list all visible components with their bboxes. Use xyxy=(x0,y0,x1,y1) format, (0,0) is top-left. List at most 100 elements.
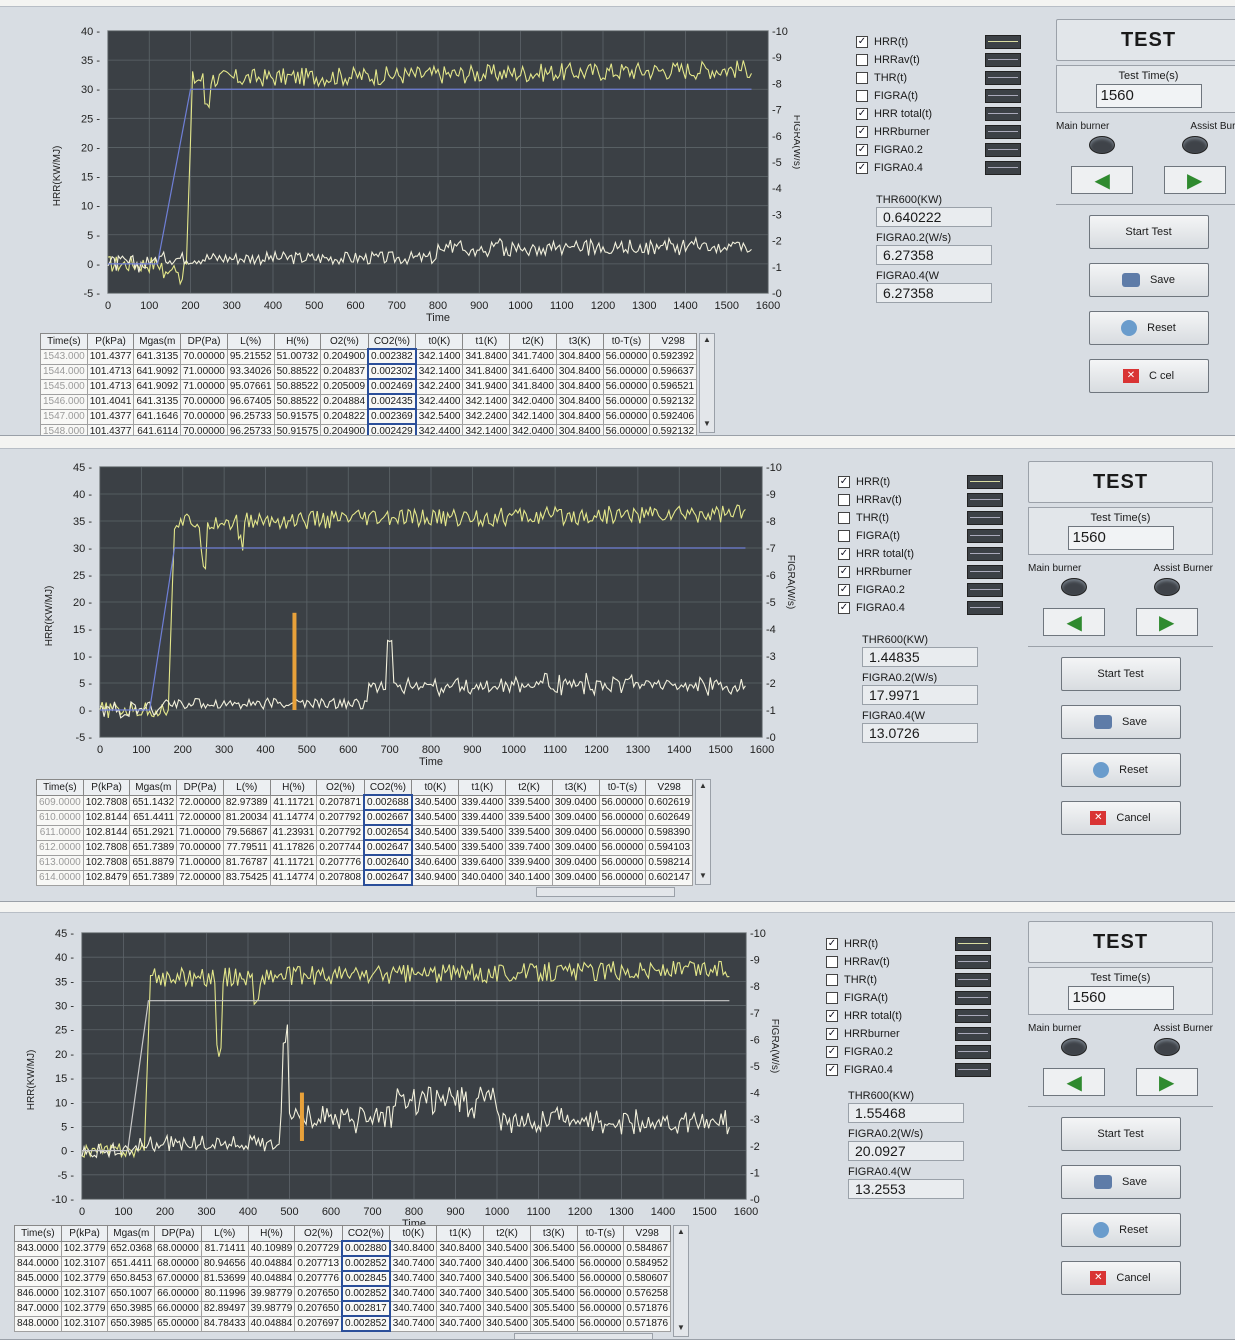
table-cell[interactable]: 56.00000 xyxy=(576,1315,625,1332)
table-column-header[interactable]: t2(K) xyxy=(509,333,557,350)
table-cell[interactable]: 340.5400 xyxy=(411,794,460,811)
table-cell[interactable]: 84.78433 xyxy=(200,1315,249,1332)
start-test-button[interactable]: Start Test xyxy=(1060,657,1181,691)
table-cell[interactable]: 306.5400 xyxy=(529,1240,578,1257)
table-cell[interactable]: 56.00000 xyxy=(576,1285,625,1302)
table-cell[interactable]: 342.1400 xyxy=(462,423,511,435)
table-cell[interactable]: 304.8400 xyxy=(555,408,604,425)
table-cell[interactable]: 102.7808 xyxy=(82,794,131,811)
table-cell[interactable]: 65.00000 xyxy=(154,1315,202,1332)
table-cell[interactable]: 40.10989 xyxy=(247,1240,296,1257)
table-horizontal-scrollbar[interactable] xyxy=(536,887,675,897)
table-column-header[interactable]: t0(K) xyxy=(411,779,460,796)
legend-checkbox[interactable]: ✓ xyxy=(856,36,868,48)
table-cell[interactable]: 70.00000 xyxy=(180,393,228,410)
legend-checkbox[interactable]: ✓ xyxy=(856,144,868,156)
table-column-header[interactable]: Mgas(m xyxy=(133,333,182,350)
table-cell[interactable]: 95.07661 xyxy=(226,378,275,395)
table-column-header[interactable]: P(kPa) xyxy=(60,1225,109,1242)
table-column-header[interactable]: t1(K) xyxy=(458,779,507,796)
table-column-header[interactable]: CO2(%) xyxy=(341,1225,391,1242)
table-cell[interactable]: 340.7400 xyxy=(436,1300,485,1317)
table-cell[interactable]: 0.207697 xyxy=(294,1315,343,1332)
table-cell[interactable]: 0.596637 xyxy=(649,363,698,380)
table-cell[interactable]: 51.00732 xyxy=(273,348,322,365)
table-cell[interactable]: 340.5400 xyxy=(483,1270,531,1287)
table-cell[interactable]: 0.602147 xyxy=(645,869,694,886)
table-column-header[interactable]: t1(K) xyxy=(436,1225,485,1242)
table-cell[interactable]: 95.21552 xyxy=(226,348,275,365)
legend-checkbox[interactable]: ✓ xyxy=(826,938,838,950)
legend-checkbox[interactable]: ✓ xyxy=(856,108,868,120)
table-cell[interactable]: 0.602619 xyxy=(645,794,694,811)
table-cell[interactable]: 81.76787 xyxy=(222,854,271,871)
legend-checkbox[interactable]: ✓ xyxy=(838,602,850,614)
legend-row[interactable]: ✓ FIGRA0.4 xyxy=(838,599,1003,617)
table-cell[interactable]: 304.8400 xyxy=(555,348,604,365)
table-cell[interactable]: 56.00000 xyxy=(602,393,651,410)
table-column-header[interactable]: t0(K) xyxy=(415,333,464,350)
legend-checkbox[interactable]: ✓ xyxy=(838,584,850,596)
next-button[interactable]: ▶ xyxy=(1135,1068,1198,1096)
table-row[interactable]: 614.0000 102.8479 651.7389 72.00000 83.75425… xyxy=(36,869,694,886)
save-button[interactable]: Save xyxy=(1088,263,1209,297)
table-cell[interactable]: 340.7400 xyxy=(389,1270,438,1287)
table-row[interactable]: 1544.000 101.4713 641.9092 71.00000 93.34026… xyxy=(40,363,698,380)
table-cell[interactable]: 342.2400 xyxy=(415,378,464,395)
table-cell[interactable]: 56.00000 xyxy=(576,1255,625,1272)
table-cell[interactable]: 341.9400 xyxy=(462,378,511,395)
table-row[interactable]: 1546.000 101.4041 641.3135 70.00000 96.67405… xyxy=(40,393,698,410)
test-time-field[interactable]: 1560 xyxy=(1067,526,1174,550)
table-row[interactable]: 613.0000 102.7808 651.8879 71.00000 81.76787… xyxy=(36,854,694,871)
table-cell[interactable]: 340.5400 xyxy=(483,1240,531,1257)
table-cell[interactable]: 0.580607 xyxy=(623,1270,672,1287)
table-cell[interactable]: 56.00000 xyxy=(598,794,647,811)
legend-row[interactable]: FIGRA(t) xyxy=(838,527,1003,545)
cancel-button[interactable]: ✕ Cancel xyxy=(1060,1261,1181,1295)
legend-row[interactable]: ✓ HRR total(t) xyxy=(838,545,1003,563)
legend-checkbox[interactable] xyxy=(826,956,838,968)
table-cell[interactable]: 651.2921 xyxy=(129,824,178,841)
cancel-button[interactable]: ✕ C cel xyxy=(1088,359,1209,393)
table-column-header[interactable]: CO2(%) xyxy=(367,333,417,350)
table-column-header[interactable]: L(%) xyxy=(222,779,271,796)
table-cell[interactable]: 304.8400 xyxy=(555,393,604,410)
table-column-header[interactable]: O2(%) xyxy=(320,333,369,350)
table-cell[interactable]: 101.4377 xyxy=(86,348,135,365)
table-column-header[interactable]: t3(K) xyxy=(555,333,604,350)
table-column-header[interactable]: H(%) xyxy=(273,333,322,350)
legend-row[interactable]: ✓ FIGRA0.2 xyxy=(838,581,1003,599)
table-cell[interactable]: 304.8400 xyxy=(555,378,604,395)
table-cell[interactable]: 652.0368 xyxy=(107,1240,156,1257)
table-column-header[interactable]: V298 xyxy=(645,779,694,796)
legend-checkbox[interactable]: ✓ xyxy=(826,1064,838,1076)
table-cell[interactable]: 41.11721 xyxy=(269,854,318,871)
table-cell[interactable]: 0.571876 xyxy=(623,1315,672,1332)
table-cell[interactable]: 847.0000 xyxy=(14,1300,62,1317)
table-cell[interactable]: 0.592132 xyxy=(649,393,698,410)
legend-row[interactable]: ✓ FIGRA0.4 xyxy=(826,1061,991,1079)
table-cell[interactable]: 309.0400 xyxy=(551,824,600,841)
table-row[interactable]: 1545.000 101.4713 641.9092 71.00000 95.07661… xyxy=(40,378,698,395)
table-cell[interactable]: 0.002469 xyxy=(367,378,417,395)
legend-row[interactable]: THR(t) xyxy=(838,509,1003,527)
table-cell[interactable]: 96.25733 xyxy=(226,423,275,435)
table-cell[interactable]: 0.207650 xyxy=(294,1285,343,1302)
table-column-header[interactable]: V298 xyxy=(649,333,698,350)
table-cell[interactable]: 0.002429 xyxy=(367,423,417,435)
table-cell[interactable]: 82.89497 xyxy=(200,1300,249,1317)
table-column-header[interactable]: t3(K) xyxy=(529,1225,578,1242)
table-cell[interactable]: 0.002640 xyxy=(363,854,413,871)
legend-checkbox[interactable] xyxy=(838,512,850,524)
table-cell[interactable]: 641.3135 xyxy=(133,348,182,365)
table-cell[interactable]: 102.3779 xyxy=(60,1300,109,1317)
table-cell[interactable]: 1546.000 xyxy=(40,393,88,410)
table-cell[interactable]: 845.0000 xyxy=(14,1270,62,1287)
table-cell[interactable]: 101.4041 xyxy=(86,393,135,410)
table-cell[interactable]: 56.00000 xyxy=(576,1300,625,1317)
table-column-header[interactable]: V298 xyxy=(623,1225,672,1242)
table-cell[interactable]: 56.00000 xyxy=(602,348,651,365)
table-cell[interactable]: 71.00000 xyxy=(176,824,224,841)
table-cell[interactable]: 50.88522 xyxy=(273,363,322,380)
table-column-header[interactable]: t0-T(s) xyxy=(576,1225,625,1242)
